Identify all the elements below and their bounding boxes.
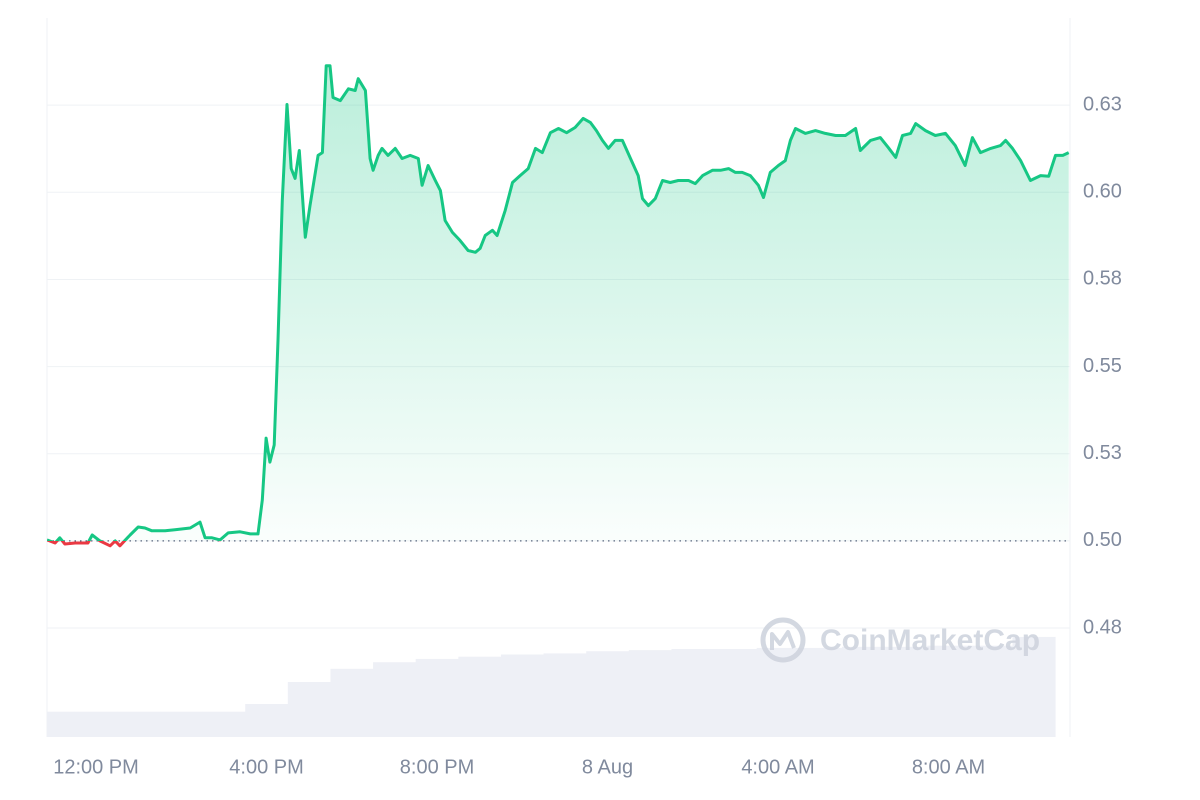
y-tick-label: 0.48 xyxy=(1083,616,1122,638)
y-tick-label: 0.50 xyxy=(1083,529,1122,551)
volume-bar xyxy=(202,711,246,737)
volume-bar xyxy=(1012,636,1056,737)
volume-bar xyxy=(245,704,289,737)
x-tick-label: 8:00 PM xyxy=(400,756,474,778)
volume-bar xyxy=(330,668,374,737)
x-tick-label: 8 Aug xyxy=(582,756,633,778)
y-tick-label: 0.53 xyxy=(1083,442,1122,464)
x-tick-label: 12:00 PM xyxy=(53,756,139,778)
watermark: CoinMarketCap xyxy=(760,617,1040,663)
volume-bar xyxy=(799,647,843,737)
volume-bar xyxy=(841,646,886,737)
y-tick-label: 0.60 xyxy=(1083,181,1122,203)
x-tick-label: 4:00 AM xyxy=(741,756,814,778)
label-layer: 0.48 0.50 0.53 0.55 0.58 0.60 0.63 12:00 PM 4:00… xyxy=(53,93,1122,778)
volume-bar xyxy=(884,646,928,737)
volume-bar xyxy=(159,711,204,737)
volume-bar xyxy=(671,649,715,737)
volume-bar xyxy=(458,656,502,737)
volume-bar xyxy=(628,650,672,737)
price-line xyxy=(47,64,1070,548)
volume-bar xyxy=(500,654,545,737)
volume-bar xyxy=(969,645,1013,737)
volume-bar xyxy=(927,645,971,737)
volume-layer xyxy=(47,636,1056,737)
price-area xyxy=(47,65,1069,546)
plot-layer xyxy=(47,64,1070,548)
volume-bar xyxy=(415,658,459,737)
volume-bar xyxy=(74,711,118,737)
volume-bar xyxy=(287,682,331,737)
y-tick-label: 0.55 xyxy=(1083,355,1122,377)
y-tick-label: 0.63 xyxy=(1083,93,1122,115)
volume-bar xyxy=(756,647,800,737)
watermark-text: CoinMarketCap xyxy=(820,624,1040,657)
y-tick-label: 0.58 xyxy=(1083,268,1122,290)
volume-bar xyxy=(117,711,161,737)
x-tick-label: 4:00 PM xyxy=(229,756,303,778)
volume-bar xyxy=(586,651,630,737)
volume-bar xyxy=(714,649,758,737)
volume-bar xyxy=(543,653,587,737)
volume-bar xyxy=(47,711,76,737)
volume-bar xyxy=(373,662,417,737)
x-tick-label: 8:00 AM xyxy=(912,756,985,778)
